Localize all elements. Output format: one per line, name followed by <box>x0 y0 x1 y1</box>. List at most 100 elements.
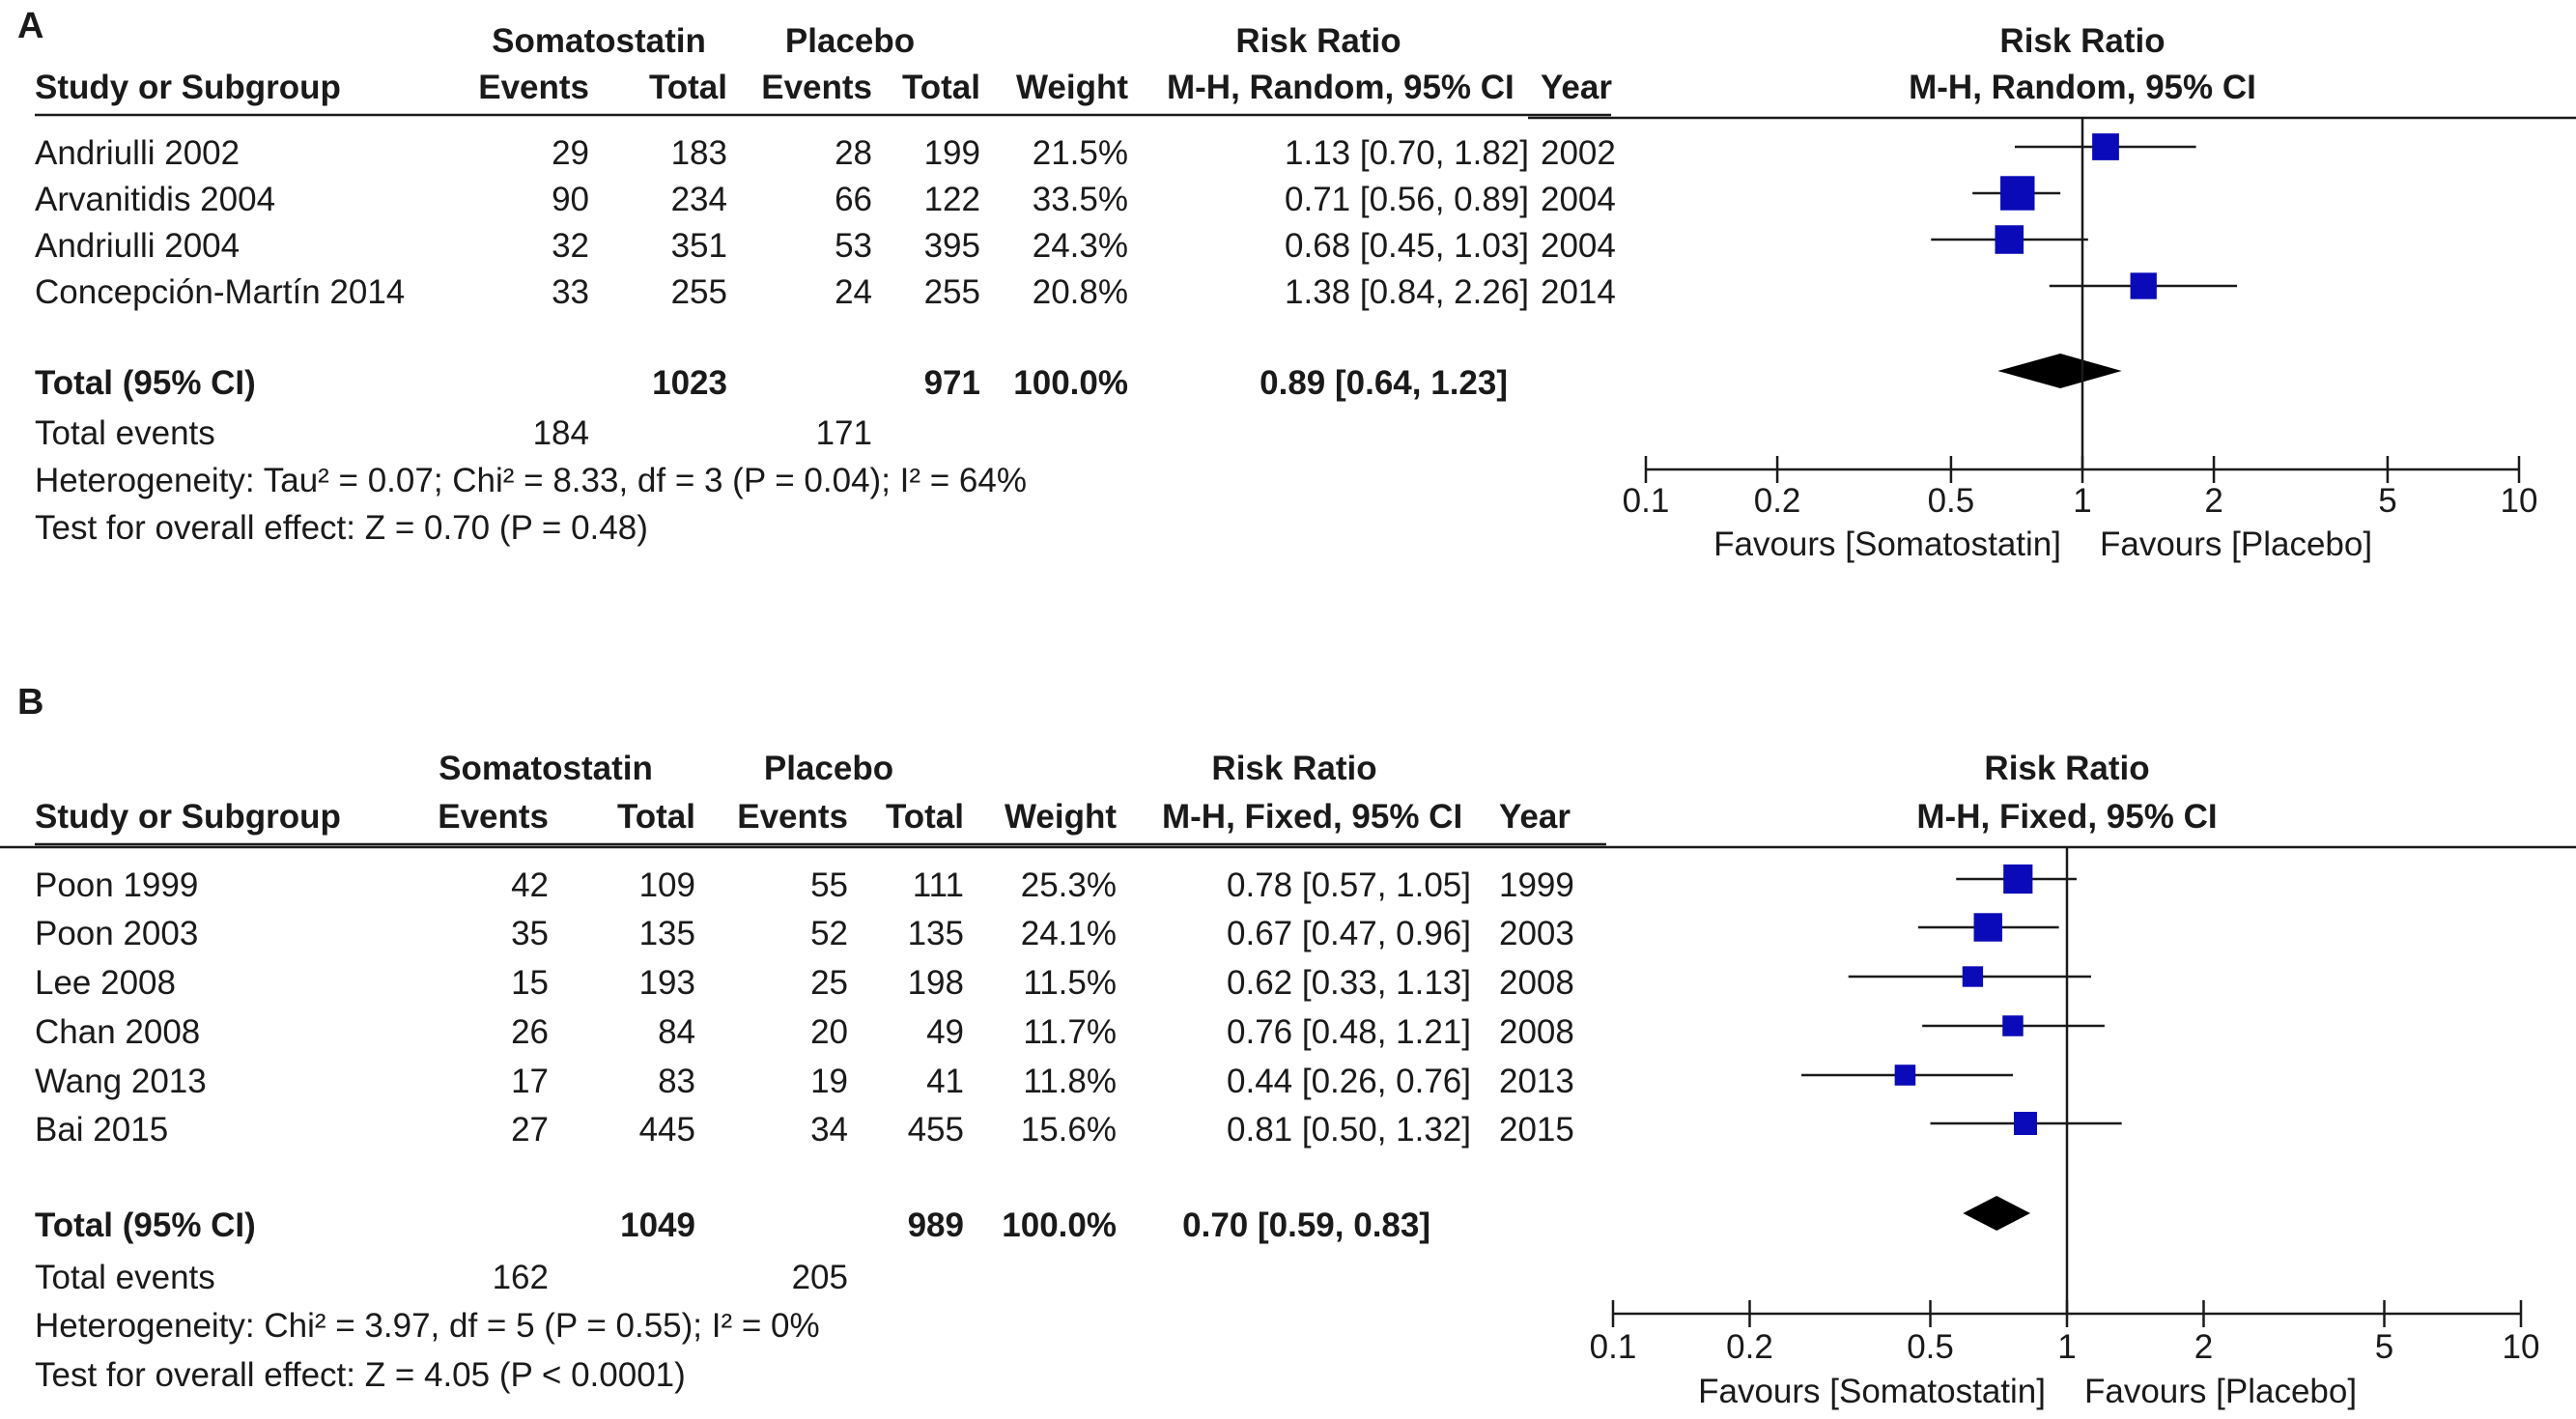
study-point-marker <box>1962 966 1984 987</box>
weight-cell: 11.7% <box>1023 1012 1117 1051</box>
favours-left-label: Favours [Somatostatin] <box>1698 1372 2046 1410</box>
x-axis-tick-label: 0.2 <box>1753 481 1801 520</box>
x-axis-tick-label: 0.2 <box>1726 1327 1773 1366</box>
risk-ratio-ci-cell: 0.67 [0.47, 0.96] <box>1227 914 1471 952</box>
year-cell: 2002 <box>1541 133 1616 172</box>
total-events-label: Total events <box>35 1258 215 1296</box>
year-cell: 2013 <box>1499 1062 1574 1100</box>
pooled-estimate-diamond <box>1963 1196 2030 1231</box>
favours-right-label: Favours [Placebo] <box>2084 1372 2358 1410</box>
favours-right-label: Favours [Placebo] <box>2100 525 2373 563</box>
study-name: Andriulli 2004 <box>35 226 241 265</box>
risk-ratio-ci-cell: 0.44 [0.26, 0.76] <box>1227 1062 1471 1100</box>
group2-total-cell: 111 <box>912 866 964 904</box>
group2-total-cell: 41 <box>926 1062 964 1100</box>
year-cell: 2008 <box>1499 963 1574 1002</box>
study-name: Chan 2008 <box>35 1012 201 1051</box>
risk-ratio-ci-cell: 1.13 [0.70, 1.82] <box>1285 133 1529 172</box>
study-column-header: Study or Subgroup <box>35 68 341 106</box>
study-point-marker <box>2130 272 2157 299</box>
total-risk-ratio-ci: 0.89 [0.64, 1.23] <box>1260 363 1508 402</box>
group2-events-header: Events <box>737 797 848 836</box>
x-axis-tick-label: 5 <box>2378 481 2397 520</box>
group2-events-cell: 52 <box>810 914 848 952</box>
group2-events-cell: 66 <box>835 180 872 218</box>
risk-ratio-ci-cell: 1.38 [0.84, 2.26] <box>1285 272 1529 311</box>
group2-total-header: Total <box>901 68 980 106</box>
effect-method-header: M-H, Fixed, 95% CI <box>1162 797 1463 836</box>
group1-events-header: Events <box>478 68 589 106</box>
group2-events-cell: 20 <box>810 1012 848 1051</box>
x-axis-tick-label: 1 <box>2073 481 2092 520</box>
study-point-marker <box>2092 133 2119 160</box>
group1-total-header: Total <box>648 68 727 106</box>
study-name: Poon 2003 <box>35 914 199 952</box>
group2-events-cell: 19 <box>810 1062 848 1100</box>
x-axis-tick-label: 2 <box>2204 481 2223 520</box>
weight-cell: 24.1% <box>1020 914 1117 952</box>
group1-events-cell: 29 <box>552 133 589 172</box>
plot-method-header: M-H, Random, 95% CI <box>1909 68 2256 106</box>
group2-events-header: Events <box>761 68 872 106</box>
risk-ratio-ci-cell: 0.68 [0.45, 1.03] <box>1285 226 1529 265</box>
weight-cell: 24.3% <box>1032 226 1128 265</box>
group1-events-cell: 26 <box>511 1012 549 1051</box>
study-point-marker <box>2003 864 2033 894</box>
group2-header: Placebo <box>763 749 894 787</box>
group1-events-cell: 17 <box>511 1062 549 1100</box>
group1-events-cell: 33 <box>552 272 589 311</box>
panel-label: A <box>17 6 44 46</box>
plot-title-header: Risk Ratio <box>1999 21 2166 60</box>
study-point-marker <box>1995 225 2024 254</box>
group1-total-cell: 183 <box>670 133 727 172</box>
group2-total-cell: 49 <box>926 1012 964 1051</box>
group2-total-cell: 135 <box>907 914 964 952</box>
pooled-estimate-diamond <box>1997 354 2122 388</box>
effect-method-header: M-H, Random, 95% CI <box>1167 68 1514 106</box>
group2-total-cell: 122 <box>923 180 980 218</box>
risk-ratio-ci-cell: 0.81 [0.50, 1.32] <box>1227 1110 1471 1149</box>
group2-events-cell: 53 <box>835 226 872 265</box>
group2-total-cell: 199 <box>923 133 980 172</box>
study-name: Concepción-Martín 2014 <box>35 272 406 311</box>
group1-events-cell: 42 <box>511 866 549 904</box>
group1-total-cell: 135 <box>638 914 695 952</box>
year-cell: 2003 <box>1499 914 1574 952</box>
group1-total-sum: 1023 <box>652 363 727 402</box>
group2-total-cell: 255 <box>923 272 980 311</box>
group1-events-cell: 32 <box>552 226 589 265</box>
overall-effect-text: Test for overall effect: Z = 0.70 (P = 0… <box>35 508 648 547</box>
x-axis-tick-label: 1 <box>2057 1327 2077 1366</box>
group2-total-cell: 395 <box>923 226 980 265</box>
group1-total-header: Total <box>616 797 695 836</box>
group2-total-events: 205 <box>791 1258 848 1296</box>
study-name: Wang 2013 <box>35 1062 207 1100</box>
weight-cell: 15.6% <box>1020 1110 1117 1149</box>
study-point-marker <box>1894 1064 1916 1086</box>
study-name: Poon 1999 <box>35 866 199 904</box>
group1-total-events: 184 <box>532 413 589 452</box>
weight-header: Weight <box>1015 68 1128 106</box>
group1-events-cell: 35 <box>511 914 549 952</box>
study-name: Andriulli 2002 <box>35 133 241 172</box>
total-events-label: Total events <box>35 413 215 452</box>
panel-label: B <box>17 682 44 723</box>
group1-events-cell: 27 <box>511 1110 549 1149</box>
study-column-header: Study or Subgroup <box>35 797 341 836</box>
group2-total-sum: 971 <box>923 363 980 402</box>
group1-total-sum: 1049 <box>620 1206 695 1244</box>
effect-title-header: Risk Ratio <box>1211 749 1377 787</box>
group2-total-cell: 198 <box>907 963 964 1002</box>
group1-events-header: Events <box>438 797 549 836</box>
group1-total-cell: 109 <box>638 866 695 904</box>
year-cell: 2015 <box>1499 1110 1574 1149</box>
weight-cell: 11.5% <box>1023 963 1117 1002</box>
heterogeneity-text: Heterogeneity: Tau² = 0.07; Chi² = 8.33,… <box>35 461 1027 499</box>
study-point-marker <box>2000 176 2035 211</box>
risk-ratio-ci-cell: 0.62 [0.33, 1.13] <box>1227 963 1471 1002</box>
study-point-marker <box>1973 913 2002 942</box>
x-axis-tick-label: 2 <box>2194 1327 2214 1366</box>
group2-events-cell: 34 <box>810 1110 848 1149</box>
total-weight: 100.0% <box>1013 363 1128 402</box>
